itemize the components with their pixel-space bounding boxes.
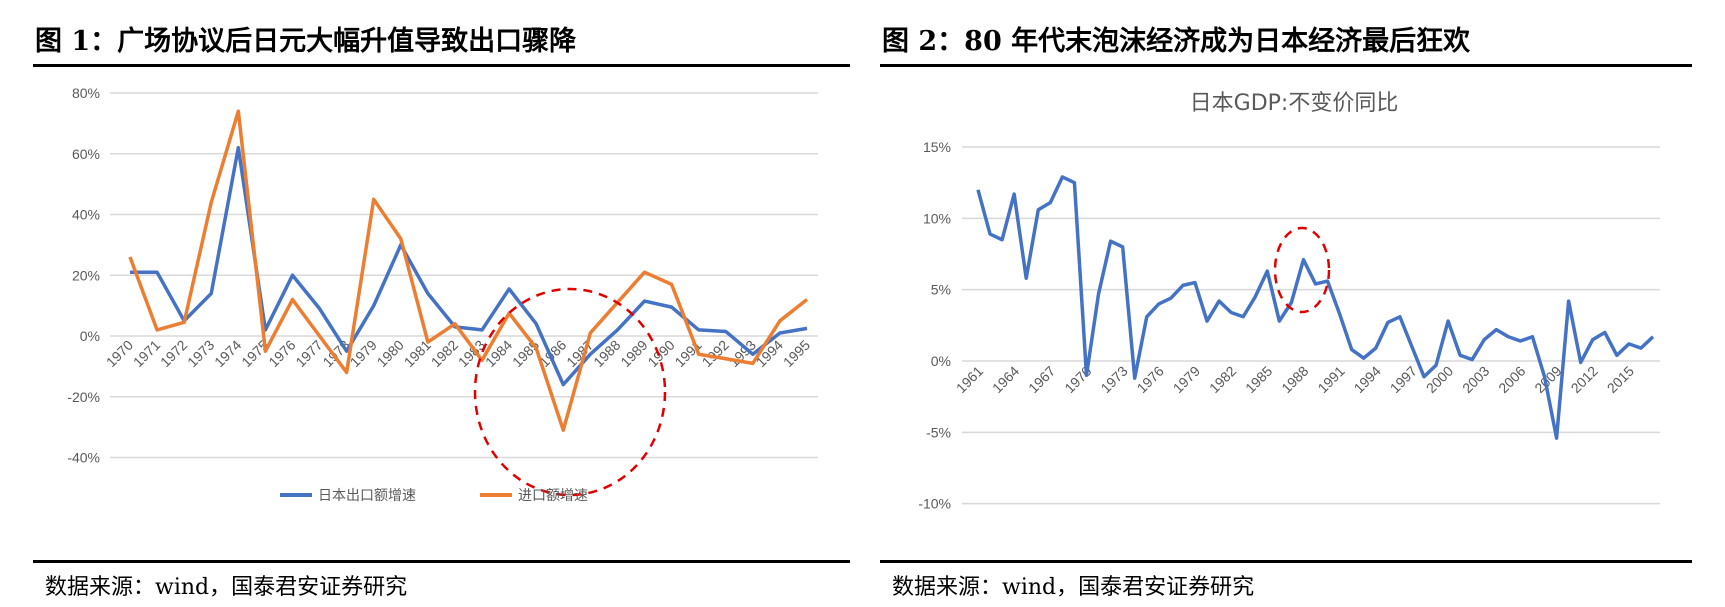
y-tick-label: -5% [926,424,951,440]
y-tick-label: 40% [72,207,100,223]
x-tick-label: 1961 [953,363,986,396]
chart1-legend: 日本出口额增速 进口额增速 [280,488,588,504]
legend-label-exports: 日本出口额增速 [318,488,416,504]
chart1: -40%-20%0%20%40%60%80% 19701971197219731… [67,85,818,504]
series-line-exports [130,145,808,387]
y-tick-label: 10% [923,210,951,226]
x-tick-label: 1982 [1206,363,1239,396]
chart1-x-axis: 1970197119721973197419751976197719781979… [103,337,813,370]
chart2-y-axis: -10% -5% 0% 5% 10% 15% [918,139,951,512]
x-tick-label: 1983 [455,337,488,370]
figure2-source: 数据来源：wind，国泰君安证券研究 [892,575,1254,600]
x-tick-label: 1971 [130,337,163,370]
chart2-x-axis: 1961 1964 1967 1970 1973 1976 1979 1982 1985 1988… [953,363,1637,396]
x-tick-label: 2006 [1495,363,1528,396]
chart2-title: 日本GDP:不变价同比 [1190,91,1399,116]
x-tick-label: 1985 [1242,363,1275,396]
x-tick-label: 1975 [238,337,271,370]
x-tick-label: 2012 [1568,363,1601,396]
figure1-bottom-rule [33,560,850,563]
x-tick-label: 1995 [780,337,813,370]
x-tick-label: 1994 [1351,363,1384,396]
x-tick-label: 1970 [103,337,136,370]
chart2-series [976,175,1655,440]
chart2-highlight-ellipse [1273,226,1331,314]
figure2-top-rule [880,64,1692,67]
x-tick-label: 1964 [989,363,1022,396]
x-tick-label: 1989 [617,337,650,370]
chart2-gridlines [962,146,1660,505]
y-tick-label: -10% [918,496,951,512]
y-tick-label: -40% [67,450,100,466]
x-tick-label: 2003 [1459,363,1492,396]
figure2-title: 图 2：80 年代末泡沫经济成为日本经济最后狂欢 [882,25,1471,57]
x-tick-label: 1979 [1170,363,1203,396]
x-tick-label: 1988 [590,337,623,370]
figure2-bottom-rule [880,560,1692,563]
chart1-series [128,109,809,432]
x-tick-label: 1982 [428,337,461,370]
y-tick-label: -20% [67,389,100,405]
chart1-y-axis: -40% -20% 0% 20% 40% 60% 80% [67,85,100,466]
x-tick-label: 1972 [157,337,190,370]
y-tick-label: 80% [72,85,100,101]
x-tick-label: 1997 [1387,363,1420,396]
figure1-title: 图 1：广场协议后日元大幅升值导致出口骤降 [35,25,577,57]
y-tick-label: 0% [931,353,951,369]
y-tick-label: 15% [923,139,951,155]
x-tick-label: 1991 [1314,363,1347,396]
y-tick-label: 60% [72,146,100,162]
y-tick-label: 5% [931,282,951,298]
figure1-source: 数据来源：wind，国泰君安证券研究 [45,575,407,600]
figure1-top-rule [33,64,850,67]
x-tick-label: 2000 [1423,363,1456,396]
x-tick-label: 1976 [1134,363,1167,396]
legend-label-imports: 进口额增速 [518,488,588,504]
x-tick-label: 1973 [184,337,217,370]
x-tick-label: 1988 [1278,363,1311,396]
x-tick-label: 1970 [1061,363,1094,396]
y-tick-label: 0% [80,328,100,344]
x-tick-label: 1980 [374,337,407,370]
x-tick-label: 1973 [1097,363,1130,396]
chart1-highlight-circle [473,287,667,497]
series-line-imports [128,109,809,432]
x-tick-label: 1974 [211,337,244,370]
x-tick-label: 1967 [1025,363,1058,396]
x-tick-label: 2015 [1604,363,1637,396]
chart2: 日本GDP:不变价同比 -10%-5%0%5%10%15% 1961 1964 19… [918,91,1660,512]
x-tick-label: 1977 [292,337,325,370]
y-tick-label: 20% [72,267,100,283]
